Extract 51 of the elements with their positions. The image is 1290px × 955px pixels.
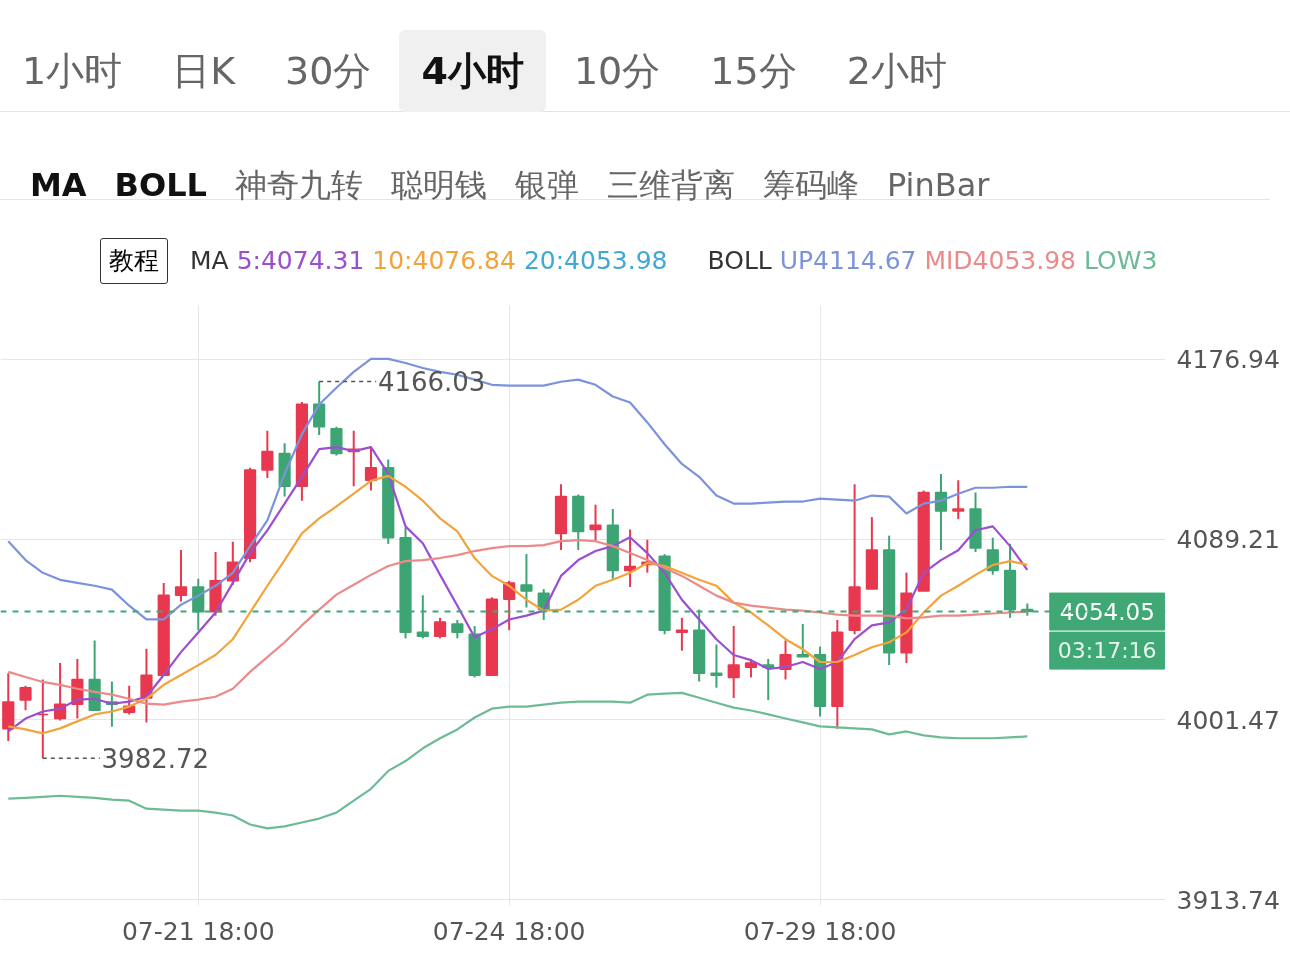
text: 10:4076.84: [372, 246, 516, 275]
text: PinBar: [886, 165, 990, 206]
candlestick: [675, 616, 688, 652]
text: MA: [30, 165, 87, 206]
candlestick: [451, 618, 464, 640]
candlestick: [589, 503, 602, 543]
text: 4小时: [399, 30, 546, 113]
text: 20:4053.98: [523, 246, 668, 275]
text: LOW3: [1083, 246, 1158, 275]
y-tick-label: 4001.47: [1176, 705, 1280, 735]
candlestick: [520, 553, 533, 609]
line-series: [7, 691, 1029, 830]
candlestick: [36, 678, 49, 760]
text: 15分: [709, 48, 798, 95]
annotation: 4166.03: [377, 367, 486, 398]
text: BOLL: [707, 246, 773, 275]
x-tick-label: 07-24 18:00: [432, 916, 586, 946]
candlestick: [261, 429, 274, 480]
y-tick-label: 4176.94: [1176, 345, 1280, 375]
text: 1小时: [21, 48, 124, 95]
x-tick-label: 07-29 18:00: [743, 916, 897, 946]
text: 2小时: [845, 48, 948, 95]
text: 教程: [100, 238, 168, 284]
candlestick: [952, 479, 965, 521]
text: MA: [190, 246, 230, 275]
y-tick-label: 4089.21: [1176, 525, 1280, 555]
text: 神奇九转: [234, 165, 363, 206]
text: 日K: [171, 48, 237, 95]
candlestick: [19, 684, 32, 712]
y-tick-label: 3913.74: [1176, 885, 1280, 915]
text: 聪明钱: [390, 165, 487, 206]
text: 银弹: [514, 165, 579, 206]
x-tick-label: 07-21 18:00: [121, 916, 275, 946]
candlestick: [710, 643, 723, 689]
text: 5:4074.31: [236, 246, 365, 275]
candlestick: [174, 549, 188, 603]
candlestick: [796, 622, 809, 658]
text: 筹码峰: [762, 165, 859, 206]
annotation: 3982.72: [101, 744, 210, 775]
text: MID4053.98: [924, 246, 1076, 275]
candlestick: [364, 446, 378, 492]
text: UP4114.67: [779, 246, 917, 275]
text: 30分: [284, 48, 373, 95]
ref-line-label: 4054.05: [1059, 599, 1155, 626]
text: 03:17:16: [1057, 638, 1157, 664]
text: 三维背离: [606, 165, 735, 206]
text: 10分: [572, 48, 662, 95]
text: BOLL: [114, 165, 207, 206]
line-series: [7, 357, 1029, 621]
candlestick: [433, 616, 447, 640]
candlestick: [727, 625, 740, 699]
